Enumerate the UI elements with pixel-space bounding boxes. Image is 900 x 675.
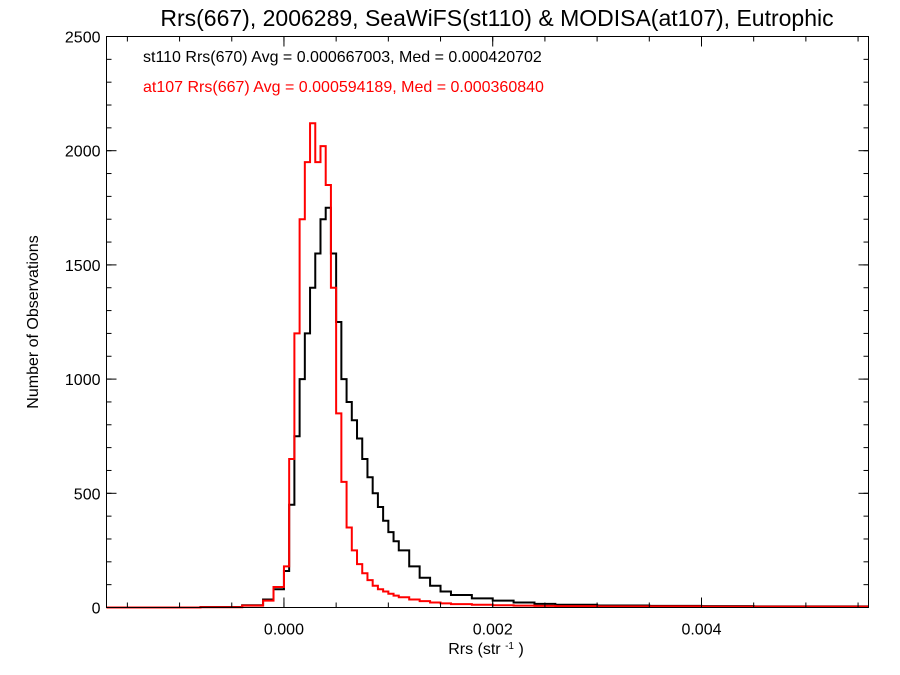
x-tick-label: 0.004 xyxy=(681,622,721,639)
y-axis-label: Number of Observations xyxy=(25,235,42,408)
x-axis-label: Rrs (str -1 ) xyxy=(448,641,524,659)
y-tick-label: 500 xyxy=(74,486,101,503)
x-axis-label-base: Rrs (str xyxy=(448,641,501,658)
plot-area xyxy=(106,122,869,609)
y-tick-label: 1000 xyxy=(65,372,101,389)
chart-title: Rrs(667), 2006289, SeaWiFS(st110) & MODI… xyxy=(160,5,833,31)
y-axis-ticks: 0 500 1000 1500 2000 2500 xyxy=(65,30,869,618)
y-tick-label: 2500 xyxy=(65,30,101,47)
x-axis-label-tail: ) xyxy=(518,641,523,658)
y-tick-label: 2000 xyxy=(65,144,101,161)
x-tick-label: 0.000 xyxy=(264,622,304,639)
plot-frame xyxy=(106,36,869,608)
x-axis-ticks: 0.000 0.002 0.004 xyxy=(126,36,859,639)
x-axis-label-sup: -1 xyxy=(505,641,514,652)
legend-entry-at107: at107 Rrs(667) Avg = 0.000594189, Med = … xyxy=(143,79,544,96)
y-tick-label: 0 xyxy=(92,601,101,618)
legend-entry-st110: st110 Rrs(670) Avg = 0.000667003, Med = … xyxy=(143,49,542,66)
series-line-st110 xyxy=(106,206,869,609)
series-line-at107 xyxy=(106,122,869,609)
legend: st110 Rrs(670) Avg = 0.000667003, Med = … xyxy=(143,49,544,96)
x-tick-label: 0.002 xyxy=(473,622,513,639)
y-tick-label: 1500 xyxy=(65,258,101,275)
